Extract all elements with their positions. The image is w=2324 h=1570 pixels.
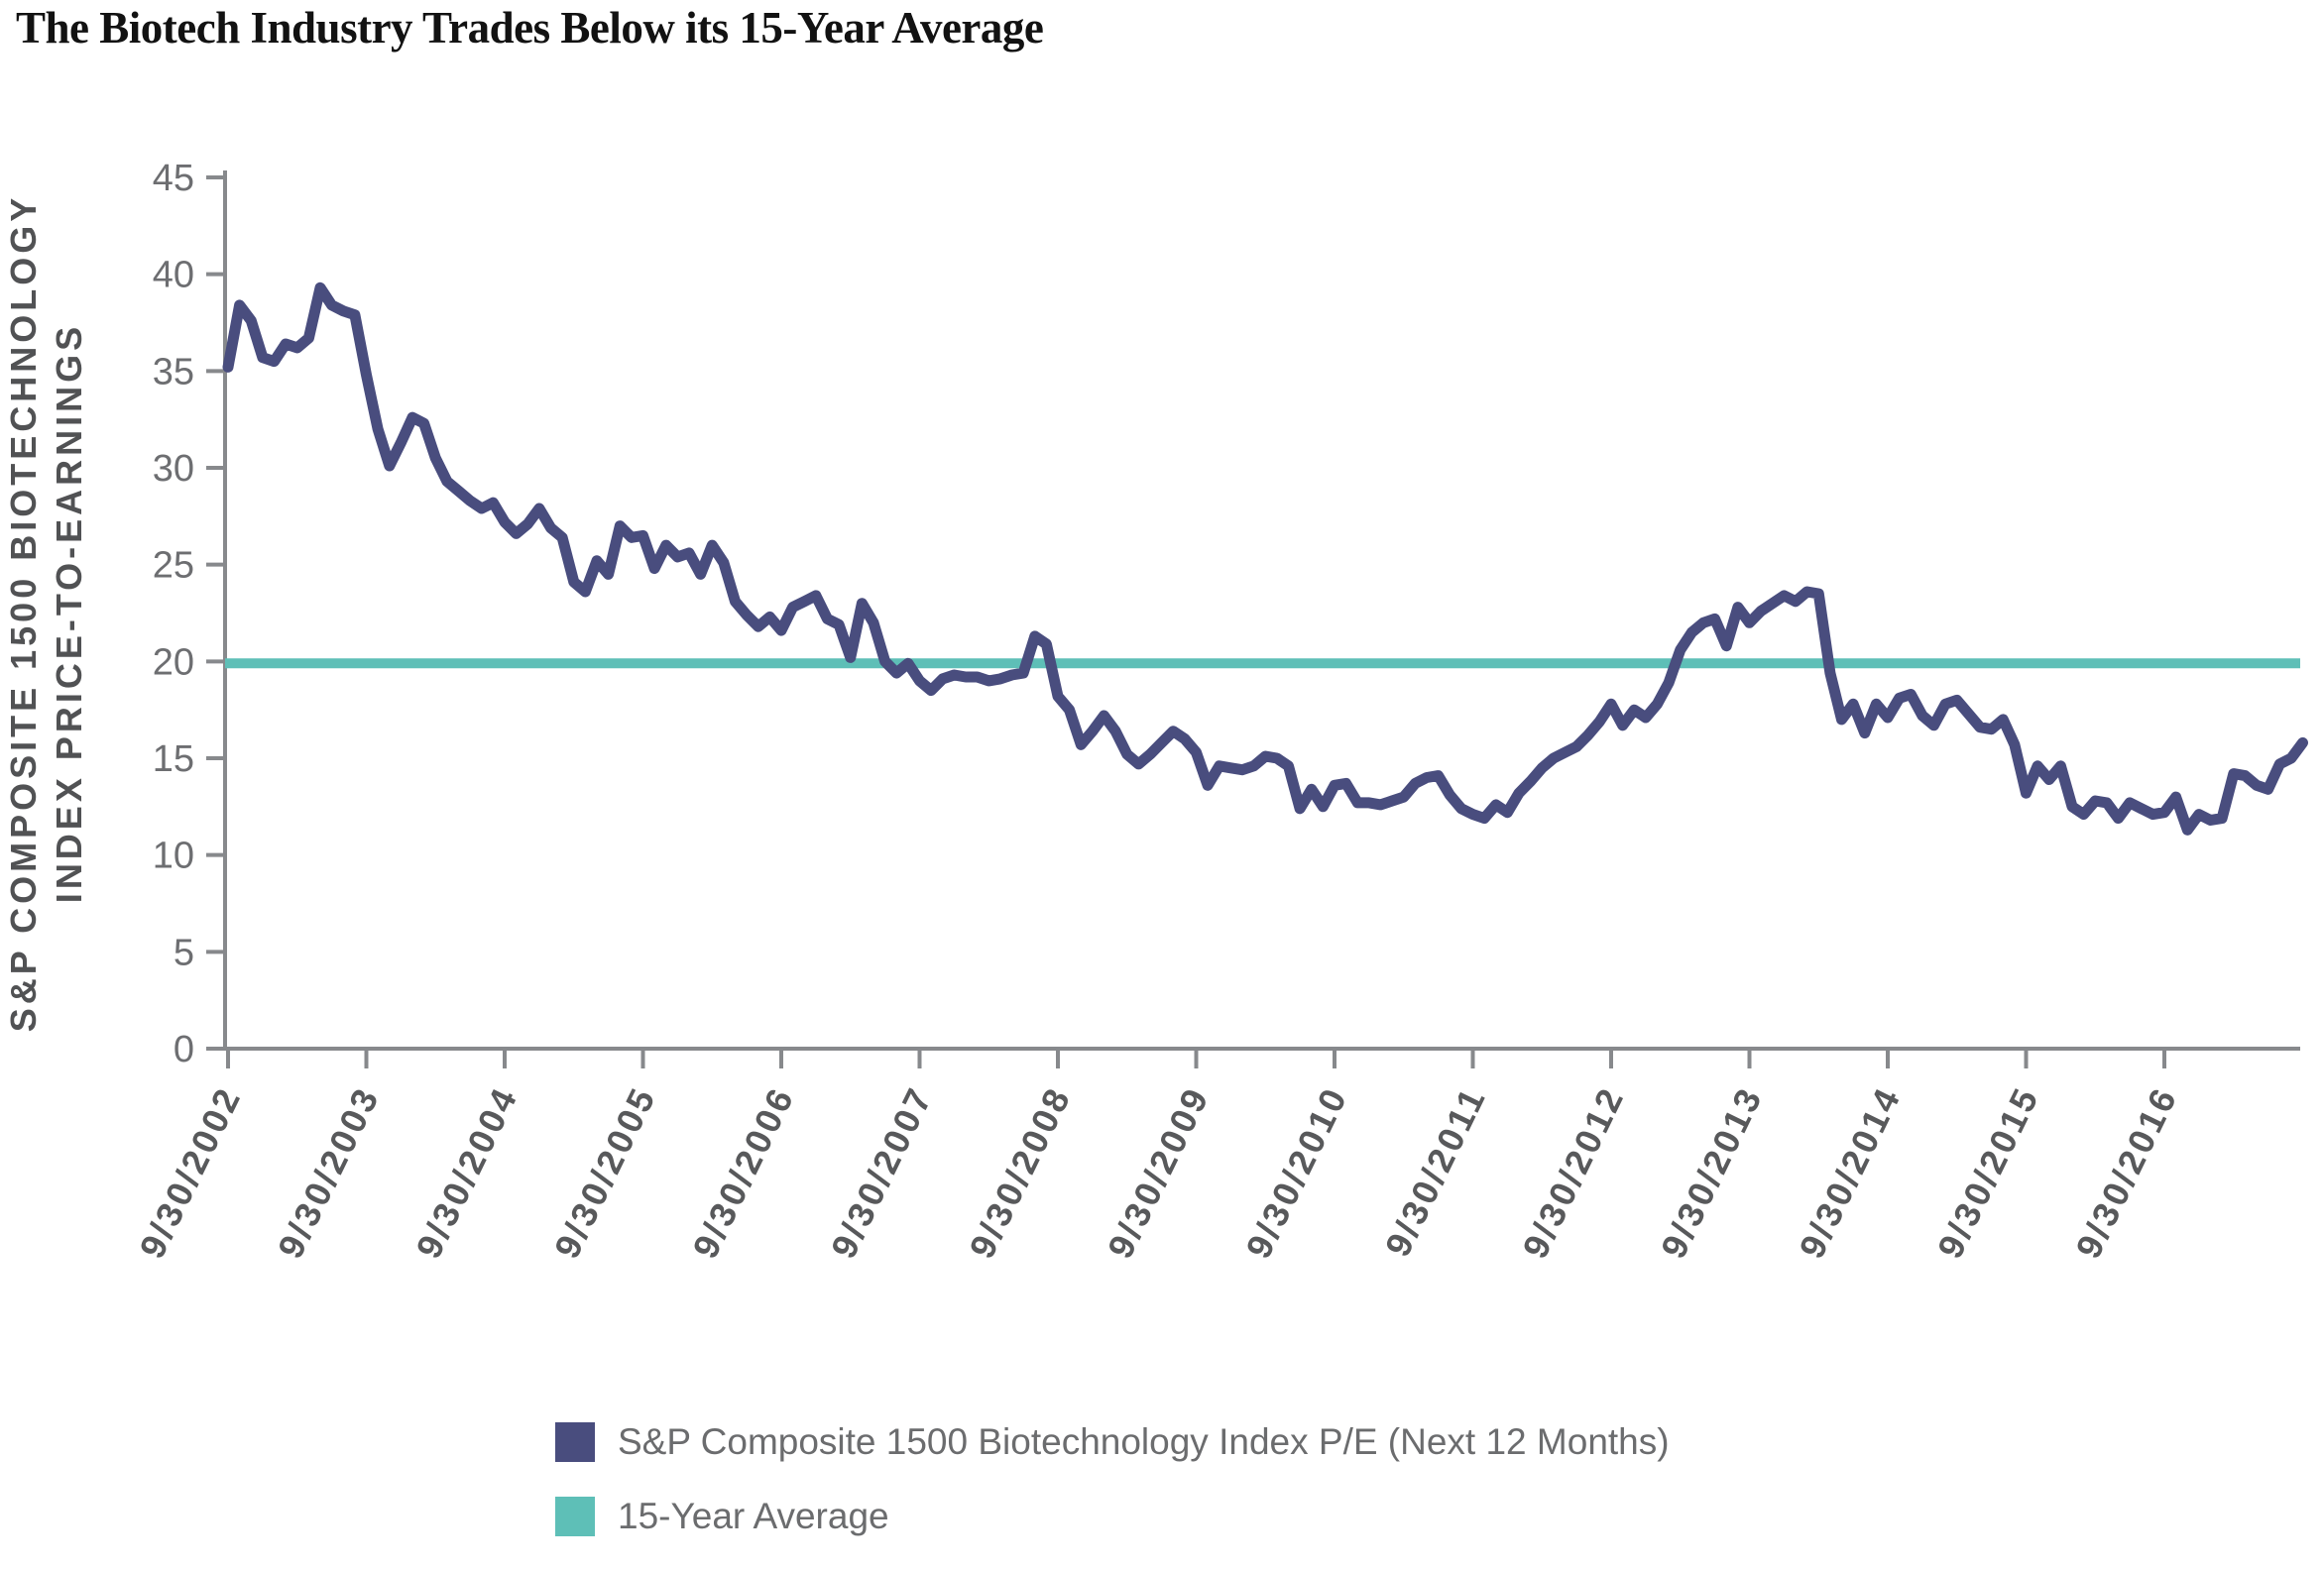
y-tick-label: 30 (153, 448, 194, 490)
legend-item-average: 15-Year Average (555, 1496, 1670, 1537)
y-tick-label: 5 (174, 932, 194, 973)
axis-lines (223, 170, 2300, 1051)
y-tick-label: 15 (153, 738, 194, 780)
x-tick-label: 9/30/2015 (1929, 1080, 2047, 1265)
y-axis-title-line2: INDEX PRICE-TO-EARNINGS (49, 323, 89, 903)
x-tick-label: 9/30/2006 (684, 1080, 802, 1265)
x-tick-label: 9/30/2009 (1100, 1080, 1218, 1265)
average-series-label: 15-Year Average (618, 1496, 889, 1536)
x-tick-label: 9/30/2008 (961, 1080, 1079, 1265)
x-tick-label: 9/30/2004 (407, 1080, 525, 1265)
y-tick-label: 25 (153, 545, 194, 587)
y-tick-label: 40 (153, 255, 194, 296)
x-tick-label: 9/30/2014 (1791, 1080, 1909, 1265)
sp1500-series-label: S&P Composite 1500 Biotechnology Index P… (618, 1421, 1670, 1462)
page-title: The Biotech Industry Trades Below its 15… (16, 3, 1044, 53)
x-tick-label: 9/30/2013 (1653, 1080, 1771, 1265)
x-tick-label: 9/30/2012 (1514, 1080, 1632, 1265)
x-tick-label: 9/30/2010 (1237, 1080, 1355, 1265)
y-tick-label: 20 (153, 641, 194, 683)
y-tick-label: 0 (174, 1029, 194, 1070)
y-tick-label: 45 (153, 158, 194, 199)
x-tick-label: 9/30/2002 (131, 1080, 249, 1265)
x-tick-label: 9/30/2016 (2067, 1080, 2185, 1265)
chart-legend: S&P Composite 1500 Biotechnology Index P… (555, 1421, 1670, 1570)
x-tick-label: 9/30/2011 (1377, 1080, 1494, 1263)
sp1500-series-swatch (555, 1422, 595, 1462)
y-tick-label: 10 (153, 836, 194, 877)
y-tick-label: 35 (153, 351, 194, 392)
x-tick-label: 9/30/2007 (823, 1080, 941, 1265)
x-tick-label: 9/30/2003 (270, 1080, 388, 1265)
pe-series-line (222, 281, 2308, 836)
legend-item-sp1500: S&P Composite 1500 Biotechnology Index P… (555, 1421, 1670, 1463)
x-tick-label: 9/30/2005 (546, 1080, 664, 1265)
y-axis-title-line1: S&P COMPOSITE 1500 BIOTECHNOLOGY (3, 194, 44, 1033)
average-series-swatch (555, 1497, 595, 1536)
